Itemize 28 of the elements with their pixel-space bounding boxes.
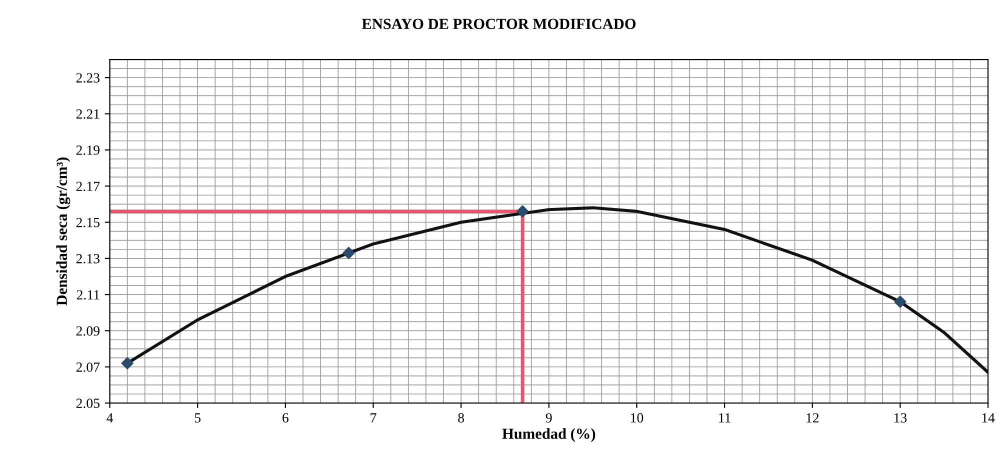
x-tick-label: 9 [546,413,552,423]
y-tick-label: 2.17 [76,182,100,192]
y-tick-label: 2.13 [76,254,100,264]
x-tick-label: 14 [982,413,995,422]
x-tick-label: 6 [282,413,288,423]
x-tick-label: 10 [631,413,644,423]
y-tick-label: 2.11 [76,290,100,300]
y-tick-label: 2.21 [76,109,100,119]
y-tick-label: 2.23 [76,73,100,83]
point [894,296,906,308]
x-tick-label: 5 [194,413,201,423]
x-axis-title: Humedad (%) [502,428,596,442]
y-tick-label: 2.05 [76,398,100,408]
y-tick-label: 2.19 [76,146,100,155]
x-tick-label: 8 [458,413,464,423]
point [342,246,355,260]
x-tick-label: 4 [106,413,114,422]
chart-title: ENSAYO DE PROCTOR MODIFICADO [362,18,636,30]
y-tick-label: 2.09 [76,326,100,336]
y-axis-title: Densidad seca (gr/cm³) [56,158,70,306]
y-tick-label: 2.15 [76,218,100,228]
x-tick-label: 13 [894,413,907,423]
x-tick-label: 12 [806,413,819,422]
x-tick-label: 11 [719,413,730,422]
point [121,357,134,370]
point [516,205,529,218]
y-tick-label: 2.07 [76,362,100,372]
x-tick-label: 7 [370,413,376,422]
